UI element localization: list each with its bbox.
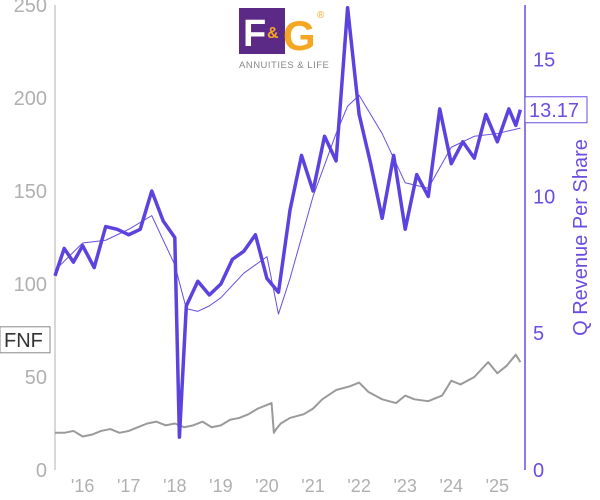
logo-registered: ®: [317, 10, 325, 21]
x-tick-label: '16: [71, 476, 94, 496]
x-tick-label: '25: [486, 476, 509, 496]
x-tick-label: '17: [117, 476, 140, 496]
x-tick-label: '20: [255, 476, 278, 496]
left-callout-text: FNF: [4, 330, 43, 352]
x-tick-label: '18: [163, 476, 186, 496]
x-tick-label: '22: [347, 476, 370, 496]
right-axis-title: Q Revenue Per Share: [570, 139, 592, 336]
x-tick-label: '23: [393, 476, 416, 496]
y-left-tick-label: 100: [14, 274, 47, 296]
y-right-tick-label: 10: [533, 186, 555, 208]
stock-price-line: [55, 355, 520, 437]
y-left-tick-label: 0: [36, 460, 47, 482]
logo-f: F: [243, 13, 266, 55]
logo-tagline: ANNUITIES & LIFE: [239, 60, 329, 71]
y-left-tick-label: 50: [25, 367, 47, 389]
x-tick-label: '24: [440, 476, 463, 496]
revenue-smoothed-line: [55, 95, 520, 314]
logo-amp: &: [267, 25, 279, 42]
right-callout-text: 13.17: [529, 100, 579, 122]
x-tick-label: '21: [301, 476, 324, 496]
chart-svg: 0 50 100 150 200 250 0 5 10 15 '16 '17 '18 '19 '20 '21 '…: [0, 0, 600, 500]
logo-g: G: [283, 12, 316, 59]
y-right-tick-label: 0: [533, 460, 544, 482]
y-right-tick-label: 15: [533, 50, 555, 72]
y-left-tick-label: 150: [14, 181, 47, 203]
y-left-tick-label: 250: [14, 0, 47, 17]
fg-logo: F&G® ANNUITIES & LIFE: [225, 8, 335, 73]
x-tick-label: '19: [209, 476, 232, 496]
chart-container: 0 50 100 150 200 250 0 5 10 15 '16 '17 '18 '19 '20 '21 '…: [0, 0, 600, 500]
y-right-tick-label: 5: [533, 323, 544, 345]
y-left-tick-label: 200: [14, 88, 47, 110]
